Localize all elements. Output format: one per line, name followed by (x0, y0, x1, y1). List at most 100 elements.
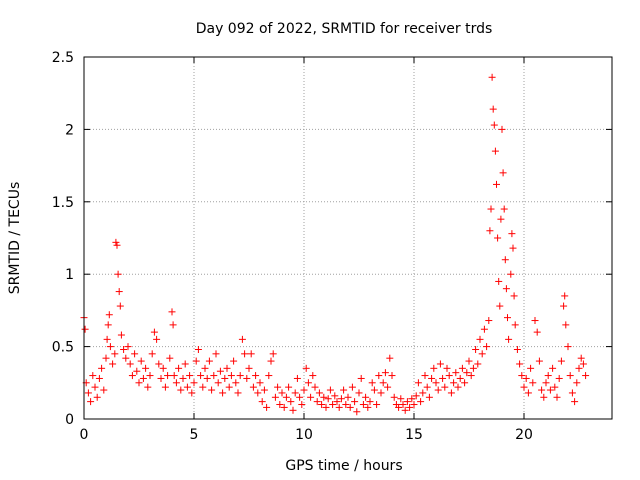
data-point (520, 383, 528, 391)
data-point (538, 386, 546, 394)
axis-ticks: 0 5 10 15 20 0 0.5 1 1.5 2 2.5 (52, 50, 612, 443)
data-point (333, 398, 341, 406)
data-point (91, 383, 99, 391)
data-point (467, 372, 475, 380)
data-point (551, 383, 559, 391)
data-point (227, 372, 235, 380)
data-point (221, 374, 229, 382)
data-point (225, 383, 233, 391)
data-point (307, 393, 315, 401)
data-point (135, 379, 143, 387)
data-point (128, 372, 136, 380)
data-point (175, 364, 183, 372)
data-point (133, 367, 141, 375)
data-point (379, 379, 387, 387)
data-point (120, 345, 128, 353)
data-point (430, 364, 438, 372)
data-point (219, 389, 227, 397)
data-point (126, 360, 134, 368)
data-point (434, 386, 442, 394)
data-point (238, 335, 246, 343)
data-point (232, 379, 240, 387)
data-point (384, 383, 392, 391)
data-point (166, 354, 174, 362)
data-point (214, 379, 222, 387)
data-point (419, 389, 427, 397)
data-point (153, 335, 161, 343)
data-point (208, 386, 216, 394)
data-point (245, 364, 253, 372)
data-point (113, 241, 121, 249)
data-point (412, 392, 420, 400)
data-point (223, 364, 231, 372)
data-point (161, 383, 169, 391)
data-point (469, 364, 477, 372)
data-point (518, 372, 526, 380)
data-point (289, 406, 297, 414)
data-point (488, 73, 496, 81)
data-point (395, 403, 403, 411)
data-point (486, 227, 494, 235)
data-point (311, 383, 319, 391)
data-point (247, 350, 255, 358)
data-point (278, 389, 286, 397)
data-point (571, 398, 579, 406)
data-point (505, 335, 513, 343)
data-point (381, 369, 389, 377)
data-point (560, 302, 568, 310)
data-point (241, 350, 249, 358)
data-point (564, 343, 572, 351)
data-point (84, 389, 92, 397)
data-point (497, 215, 505, 223)
data-point (179, 374, 187, 382)
plot-frame (83, 56, 613, 420)
data-point (373, 401, 381, 409)
data-point (105, 311, 113, 319)
data-point (499, 169, 507, 177)
data-point (98, 364, 106, 372)
data-point (254, 389, 262, 397)
data-point (474, 360, 482, 368)
data-point (212, 350, 220, 358)
data-point (359, 401, 367, 409)
data-point (557, 357, 565, 365)
data-point (478, 350, 486, 358)
data-point (335, 403, 343, 411)
data-point (465, 357, 473, 365)
data-point (494, 234, 502, 242)
data-point (582, 372, 590, 380)
data-point (403, 398, 411, 406)
data-point (181, 360, 189, 368)
gridlines (84, 57, 612, 419)
data-point (480, 325, 488, 333)
data-point (390, 393, 398, 401)
x-tick-label: 10 (295, 427, 313, 443)
data-point (487, 205, 495, 213)
x-tick-label: 15 (405, 427, 423, 443)
data-point (274, 383, 282, 391)
data-point (417, 398, 425, 406)
data-point (269, 350, 277, 358)
data-point (216, 367, 224, 375)
data-point (368, 379, 376, 387)
data-point (397, 395, 405, 403)
data-point (502, 285, 510, 293)
data-point (320, 393, 328, 401)
data-point (87, 398, 95, 406)
data-point (298, 401, 306, 409)
data-point (106, 343, 114, 351)
data-point (276, 401, 284, 409)
data-point (210, 372, 218, 380)
data-point (553, 393, 561, 401)
data-point (516, 360, 524, 368)
data-point (234, 389, 242, 397)
data-point (265, 372, 273, 380)
data-point (285, 383, 293, 391)
data-point (300, 386, 308, 394)
data-point (485, 317, 493, 325)
data-point (544, 372, 552, 380)
data-point (458, 364, 466, 372)
data-point (315, 389, 323, 397)
data-point (168, 308, 176, 316)
